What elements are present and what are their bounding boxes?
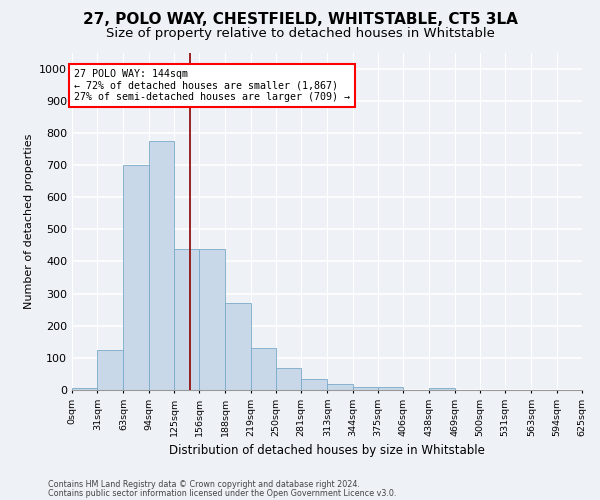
Y-axis label: Number of detached properties: Number of detached properties — [23, 134, 34, 309]
Bar — [72, 388, 97, 390]
Bar — [251, 348, 276, 390]
Bar — [353, 387, 378, 390]
Text: 27, POLO WAY, CHESTFIELD, WHITSTABLE, CT5 3LA: 27, POLO WAY, CHESTFIELD, WHITSTABLE, CT… — [83, 12, 517, 28]
Bar — [378, 387, 403, 390]
Bar — [226, 303, 251, 390]
Text: Contains HM Land Registry data © Crown copyright and database right 2024.: Contains HM Land Registry data © Crown c… — [48, 480, 360, 489]
Text: 27 POLO WAY: 144sqm
← 72% of detached houses are smaller (1,867)
27% of semi-det: 27 POLO WAY: 144sqm ← 72% of detached ho… — [74, 68, 350, 102]
Text: Size of property relative to detached houses in Whitstable: Size of property relative to detached ho… — [106, 28, 494, 40]
Bar — [430, 388, 455, 390]
X-axis label: Distribution of detached houses by size in Whitstable: Distribution of detached houses by size … — [169, 444, 485, 458]
Bar — [328, 384, 353, 390]
Bar — [199, 248, 226, 390]
Bar — [97, 350, 124, 390]
Bar — [149, 141, 174, 390]
Bar — [276, 368, 301, 390]
Bar — [301, 379, 328, 390]
Bar — [174, 248, 199, 390]
Bar — [124, 165, 149, 390]
Text: Contains public sector information licensed under the Open Government Licence v3: Contains public sector information licen… — [48, 488, 397, 498]
